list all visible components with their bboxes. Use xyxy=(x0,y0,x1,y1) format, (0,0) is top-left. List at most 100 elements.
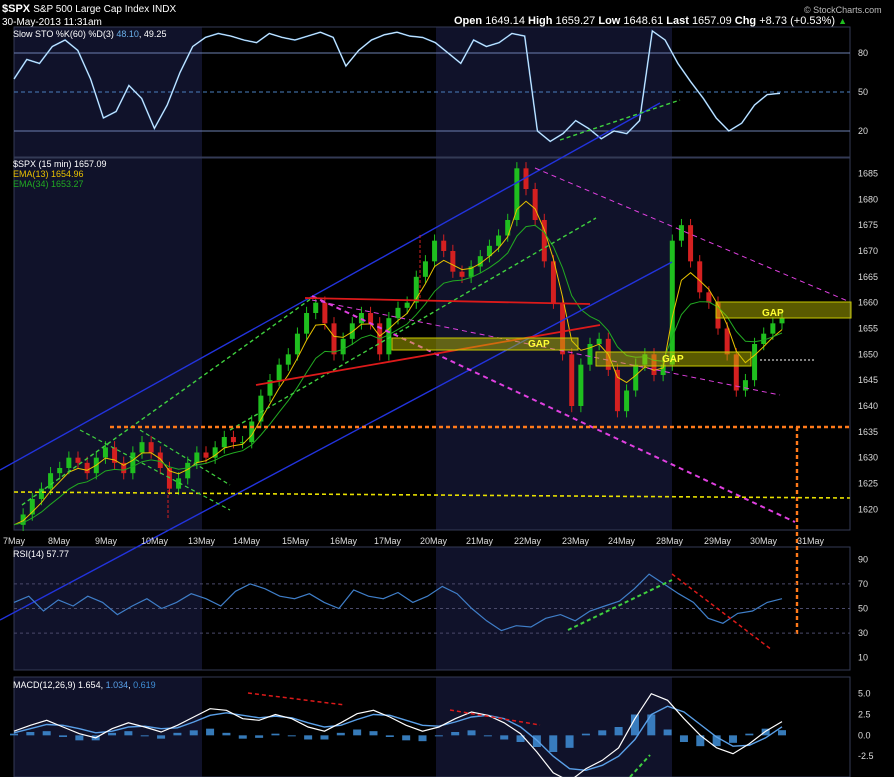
sto-legend-d: 49.25 xyxy=(143,29,167,39)
macd-hist-bar xyxy=(728,735,737,743)
x-tick-label: 7May xyxy=(3,536,26,546)
rsi-line xyxy=(13,573,783,632)
x-tick-label: 20May xyxy=(420,536,448,546)
price-candle xyxy=(368,313,374,324)
x-tick-label: 17May xyxy=(374,536,402,546)
price-tick-label: 1665 xyxy=(858,272,878,282)
session-band xyxy=(14,158,202,530)
macd-hist-bar xyxy=(712,735,721,747)
price-candle xyxy=(349,323,355,339)
trendline xyxy=(311,295,796,523)
macd-hist-bar xyxy=(222,732,231,736)
price-candle xyxy=(157,452,163,468)
macd-hist-bar xyxy=(581,733,590,736)
rsi-tick-label: 90 xyxy=(858,554,868,564)
trendline xyxy=(255,324,601,386)
index-name: S&P 500 Large Cap Index xyxy=(33,4,150,15)
macd-hist-bar xyxy=(271,733,280,736)
x-tick-label: 16May xyxy=(330,536,358,546)
price-candle xyxy=(20,514,26,525)
price-tick-label: 1625 xyxy=(858,479,878,489)
header-quote: Open 1649.14 High 1659.27 Low 1648.61 La… xyxy=(454,15,847,27)
ema34-line xyxy=(13,224,783,526)
sto-tick-label: 80 xyxy=(858,48,868,58)
macd-hist-bar xyxy=(385,735,394,737)
rsi-panel xyxy=(13,573,850,651)
price-candle xyxy=(185,462,191,479)
price-candle xyxy=(596,338,602,344)
price-candle xyxy=(477,256,483,267)
macd-divergence xyxy=(247,692,346,706)
price-candle xyxy=(770,323,776,334)
gap-box xyxy=(715,301,852,319)
macd-hist-bar xyxy=(418,735,427,742)
macd-hist-bar xyxy=(451,732,460,736)
price-candle xyxy=(752,344,758,381)
price-candle xyxy=(322,302,328,324)
price-legend: $SPX (15 min) 1657.09 EMA(13) 1654.96 EM… xyxy=(13,159,107,189)
ema13-value: 1654.96 xyxy=(51,169,84,179)
macd-hist-bar xyxy=(157,735,166,739)
chg-value: +8.73 (+0.53%) xyxy=(759,15,836,27)
macd-hist-bar xyxy=(614,727,623,736)
macd-hist-bar xyxy=(287,735,296,737)
price-tick-label: 1650 xyxy=(858,349,878,359)
price-tick-label: 1655 xyxy=(858,324,878,334)
price-panel xyxy=(13,162,785,532)
price-candle xyxy=(587,344,593,365)
price-candle xyxy=(422,261,428,277)
price-candle xyxy=(221,437,227,448)
x-tick-label: 22May xyxy=(514,536,542,546)
macd-hist-bar xyxy=(42,731,51,736)
price-candle xyxy=(450,251,456,272)
price-candle xyxy=(624,390,630,412)
price-candle xyxy=(697,261,703,293)
low-value: 1648.61 xyxy=(623,15,664,27)
price-candle xyxy=(459,271,465,277)
price-candle xyxy=(642,354,648,365)
x-tick-label: 8May xyxy=(48,536,71,546)
macd-frame xyxy=(13,676,851,777)
macd-hist-bar xyxy=(696,735,705,747)
trendline xyxy=(311,299,781,396)
x-tick-label: 9May xyxy=(95,536,118,546)
x-tick-label: 29May xyxy=(704,536,732,546)
session-band xyxy=(436,158,672,530)
ema13-name: EMA(13) xyxy=(13,169,49,179)
price-candle xyxy=(139,442,145,453)
x-tick-label: 30May xyxy=(750,536,778,546)
macd-hist-bar xyxy=(549,735,558,752)
price-tick-label: 1680 xyxy=(858,194,878,204)
price-candle xyxy=(386,318,392,355)
price-candle xyxy=(29,499,35,515)
macd-hist-bar xyxy=(500,735,509,740)
trendline xyxy=(139,429,231,486)
x-tick-label: 10May xyxy=(141,536,169,546)
sto-tick-label: 20 xyxy=(858,126,868,136)
price-candle xyxy=(742,380,748,391)
price-tick-label: 1675 xyxy=(858,220,878,230)
price-legend-title: $SPX (15 min) 1657.09 xyxy=(13,159,107,169)
price-candle xyxy=(486,245,492,257)
price-candle xyxy=(715,302,721,329)
price-candle xyxy=(313,302,319,313)
macd-legend: MACD(12,26,9) 1.654, 1.034, 0.619 xyxy=(13,680,156,690)
gap-box xyxy=(595,351,752,367)
ema34-name: EMA(34) xyxy=(13,179,49,189)
price-candle xyxy=(633,364,639,391)
price-candle xyxy=(194,452,200,463)
price-candle xyxy=(230,437,236,443)
x-tick-label: 28May xyxy=(656,536,684,546)
price-candle xyxy=(285,354,291,365)
price-frame xyxy=(13,157,851,531)
price-candle xyxy=(441,240,447,251)
trendline xyxy=(559,99,681,141)
sto-legend: Slow STO %K(60) %D(3) 48.10, 49.25 xyxy=(13,29,167,39)
trendline xyxy=(0,102,661,471)
gap-label: GAP xyxy=(528,339,550,350)
price-candle xyxy=(560,302,566,355)
sto-legend-k: 48.10 xyxy=(116,29,139,39)
price-candle xyxy=(651,354,657,375)
macd-hist-bar xyxy=(140,735,149,737)
trendline xyxy=(13,491,851,499)
